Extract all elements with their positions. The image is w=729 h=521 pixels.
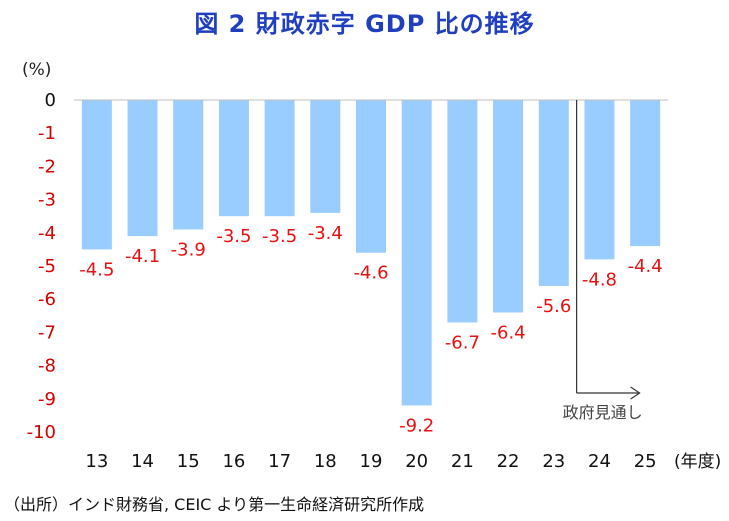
x-tick-label: 20 bbox=[405, 451, 428, 472]
bar bbox=[447, 100, 478, 323]
bar bbox=[356, 100, 386, 253]
data-label: -6.7 bbox=[445, 332, 480, 353]
bar bbox=[493, 100, 524, 313]
data-label: -3.9 bbox=[171, 239, 206, 260]
data-label: -4.6 bbox=[353, 263, 388, 284]
x-tick-label: 19 bbox=[360, 451, 383, 472]
x-tick-label: 18 bbox=[314, 451, 337, 472]
source-note: （出所）インド財務省, CEIC より第一生命経済研究所作成 bbox=[4, 495, 425, 514]
x-tick-label: 22 bbox=[497, 451, 520, 472]
bar bbox=[127, 100, 158, 237]
y-tick-label: -2 bbox=[38, 156, 56, 177]
x-tick-label: 24 bbox=[588, 451, 611, 472]
data-label: -4.8 bbox=[582, 269, 617, 290]
x-tick-label: 13 bbox=[85, 451, 108, 472]
y-tick-label: -6 bbox=[38, 289, 56, 310]
x-tick-label: 21 bbox=[451, 451, 474, 472]
y-tick-label: -9 bbox=[38, 389, 56, 410]
forecast-arrow-head bbox=[630, 386, 641, 400]
x-tick-label: 23 bbox=[542, 451, 565, 472]
bar bbox=[218, 100, 249, 217]
data-label: -9.2 bbox=[399, 415, 434, 436]
data-label: -4.5 bbox=[79, 259, 114, 280]
x-tick-label: 16 bbox=[222, 451, 245, 472]
data-label: -5.6 bbox=[536, 296, 571, 317]
bar bbox=[584, 100, 615, 260]
data-label: -3.5 bbox=[262, 226, 297, 247]
bar bbox=[630, 100, 661, 247]
bar bbox=[310, 100, 341, 213]
data-label: -3.5 bbox=[216, 226, 251, 247]
data-label: -4.4 bbox=[628, 256, 663, 277]
bar bbox=[538, 100, 569, 286]
y-tick-label: -4 bbox=[38, 223, 56, 244]
data-label: -4.1 bbox=[125, 246, 160, 267]
y-axis-unit: (%) bbox=[22, 60, 52, 80]
x-tick-label: 14 bbox=[131, 451, 154, 472]
x-tick-label: 15 bbox=[177, 451, 200, 472]
y-tick-label: -5 bbox=[38, 256, 56, 277]
forecast-annotation: 政府見通し bbox=[563, 403, 643, 422]
x-tick-label: 25 bbox=[634, 451, 657, 472]
data-label: -3.4 bbox=[308, 223, 343, 244]
bar bbox=[401, 100, 432, 406]
y-tick-label: -1 bbox=[38, 123, 56, 144]
y-tick-label: -3 bbox=[38, 190, 56, 211]
chart-title: 図 2 財政赤字 GDP 比の推移 bbox=[194, 10, 535, 38]
y-tick-label: 0 bbox=[45, 90, 56, 111]
data-label: -6.4 bbox=[491, 322, 526, 343]
x-tick-label: 17 bbox=[268, 451, 291, 472]
y-tick-label: -10 bbox=[27, 422, 56, 443]
y-tick-label: -7 bbox=[38, 322, 56, 343]
bar bbox=[81, 100, 112, 250]
y-tick-label: -8 bbox=[38, 356, 56, 377]
bar bbox=[264, 100, 295, 217]
bar bbox=[173, 100, 204, 230]
x-axis-title: (年度) bbox=[674, 452, 721, 472]
